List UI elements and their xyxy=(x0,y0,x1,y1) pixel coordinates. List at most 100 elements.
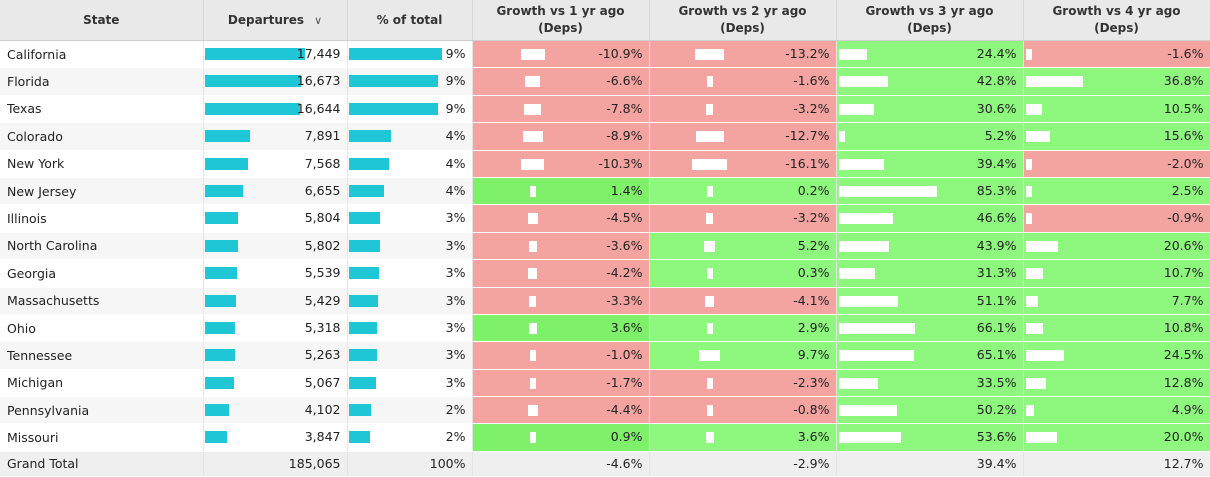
pct-bar xyxy=(348,321,377,334)
col-header-growth-1yr[interactable]: Growth vs 1 yr ago (Deps) xyxy=(472,0,650,41)
growth-3yr-cell: 5.2% xyxy=(836,122,1024,151)
departures-bar xyxy=(204,157,248,170)
table-row[interactable]: Ohio 5,318 3% 3.6% 2.9% 66.1% 10.8% xyxy=(0,314,1210,343)
growth-2yr-cell: 0.2% xyxy=(649,177,837,206)
state-cell[interactable]: Tennessee xyxy=(0,341,204,370)
growth-1yr-bar xyxy=(529,377,536,389)
grand-total-pct: 100% xyxy=(347,450,473,477)
growth-2yr-bar xyxy=(706,268,713,280)
state-cell[interactable]: New York xyxy=(0,150,204,178)
growth-4yr-cell: 36.8% xyxy=(1023,67,1210,96)
departures-bar-track xyxy=(204,130,347,143)
col-header-growth-3yr[interactable]: Growth vs 3 yr ago (Deps) xyxy=(836,0,1024,41)
growth-1yr-bar xyxy=(520,158,544,170)
growth-3yr-cell: 65.1% xyxy=(836,341,1024,370)
growth-1yr-bar xyxy=(529,432,536,444)
sort-chevron-down-icon[interactable]: ∨ xyxy=(314,13,323,27)
table-row[interactable]: North Carolina 5,802 3% -3.6% 5.2% 43.9% 20.6% xyxy=(0,232,1210,261)
departures-value: 6,655 xyxy=(304,182,341,198)
pct-bar xyxy=(348,184,384,197)
table-row[interactable]: Pennsylvania 4,102 2% -4.4% -0.8% 50.2% 4.9% xyxy=(0,396,1210,425)
growth-2yr-bar xyxy=(694,49,724,60)
growth-2yr-cell: -12.7% xyxy=(649,122,837,151)
state-cell[interactable]: Colorado xyxy=(0,122,204,151)
pct-bar xyxy=(348,431,370,444)
growth-4yr-cell: -2.0% xyxy=(1023,150,1210,178)
pct-bar xyxy=(348,157,389,170)
departures-cell: 5,804 xyxy=(203,204,348,233)
departures-cell: 5,318 xyxy=(203,314,348,343)
growth-2yr-cell: 5.2% xyxy=(649,232,837,261)
state-cell[interactable]: Illinois xyxy=(0,204,204,233)
pct-bar-track xyxy=(348,130,472,143)
state-cell[interactable]: Michigan xyxy=(0,369,204,398)
growth-1yr-bar xyxy=(524,76,540,88)
growth-3yr-bar xyxy=(838,268,875,280)
table-row[interactable]: Missouri 3,847 2% 0.9% 3.6% 53.6% 20.0% xyxy=(0,423,1210,452)
state-cell[interactable]: Pennsylvania xyxy=(0,396,204,425)
table-row[interactable]: Massachusetts 5,429 3% -3.3% -4.1% 51.1% 7.7% xyxy=(0,287,1210,315)
departures-bar-track xyxy=(204,157,347,170)
pct-total-cell: 3% xyxy=(347,369,473,398)
growth-4yr-value: 4.9% xyxy=(1171,402,1204,418)
growth-3yr-cell: 51.1% xyxy=(836,287,1024,315)
pct-total-value: 2% xyxy=(445,429,466,445)
growth-1yr-bar xyxy=(523,103,541,115)
table-row[interactable]: California 17,449 9% -10.9% -13.2% 24.4% -1.6% xyxy=(0,40,1210,69)
table-row[interactable]: Texas 16,644 9% -7.8% -3.2% 30.6% 10.5% xyxy=(0,95,1210,124)
state-cell[interactable]: Texas xyxy=(0,95,204,124)
growth-3yr-value: 50.2% xyxy=(976,402,1017,418)
departures-bar-track xyxy=(204,321,347,334)
col-header-state[interactable]: State xyxy=(0,0,204,41)
state-cell[interactable]: California xyxy=(0,40,204,69)
col-header-growth-4yr[interactable]: Growth vs 4 yr ago (Deps) xyxy=(1023,0,1210,41)
growth-1yr-value: -6.6% xyxy=(606,73,643,89)
growth-1yr-value: -4.5% xyxy=(606,210,643,226)
table-row[interactable]: Georgia 5,539 3% -4.2% 0.3% 31.3% 10.7% xyxy=(0,259,1210,288)
growth-4yr-subtitle: (Deps) xyxy=(1094,21,1139,35)
pct-bar xyxy=(348,267,379,280)
growth-1yr-value: -3.3% xyxy=(606,292,643,308)
state-cell[interactable]: North Carolina xyxy=(0,232,204,261)
table-row[interactable]: Illinois 5,804 3% -4.5% -3.2% 46.6% -0.9% xyxy=(0,204,1210,233)
table-row[interactable]: Colorado 7,891 4% -8.9% -12.7% 5.2% 15.6% xyxy=(0,122,1210,151)
grand-total-row: Grand Total 185,065 100% -4.6% -2.9% 39.… xyxy=(0,450,1210,477)
col-header-departures[interactable]: Departures ∨ xyxy=(203,0,348,41)
growth-3yr-bar xyxy=(838,131,845,143)
growth-1yr-value: -4.2% xyxy=(606,265,643,281)
departures-bar xyxy=(204,130,250,143)
departures-bar xyxy=(204,239,238,252)
state-cell[interactable]: Georgia xyxy=(0,259,204,288)
growth-3yr-cell: 43.9% xyxy=(836,232,1024,261)
grand-total-growth-1yr-value: -4.6% xyxy=(606,455,643,471)
growth-2yr-value: -1.6% xyxy=(793,73,830,89)
state-cell[interactable]: Missouri xyxy=(0,423,204,452)
pct-total-cell: 9% xyxy=(347,95,473,124)
growth-2yr-value: 5.2% xyxy=(797,237,830,253)
table-row[interactable]: Florida 16,673 9% -6.6% -1.6% 42.8% 36.8% xyxy=(0,67,1210,96)
growth-2yr-cell: -13.2% xyxy=(649,40,837,69)
growth-1yr-value: -1.7% xyxy=(606,374,643,390)
pct-bar xyxy=(348,404,371,417)
table-row[interactable]: Michigan 5,067 3% -1.7% -2.3% 33.5% 12.8% xyxy=(0,369,1210,398)
table-row[interactable]: Tennessee 5,263 3% -1.0% 9.7% 65.1% 24.5% xyxy=(0,341,1210,370)
growth-4yr-cell: 15.6% xyxy=(1023,122,1210,151)
pct-total-cell: 3% xyxy=(347,341,473,370)
growth-2yr-value: -16.1% xyxy=(785,155,830,171)
pct-bar xyxy=(348,376,376,389)
table-row[interactable]: New York 7,568 4% -10.3% -16.1% 39.4% -2.0% xyxy=(0,150,1210,178)
state-cell[interactable]: Florida xyxy=(0,67,204,96)
growth-3yr-title: Growth vs 3 yr ago xyxy=(865,4,994,18)
growth-1yr-bar xyxy=(522,131,543,143)
state-cell[interactable]: New Jersey xyxy=(0,177,204,206)
departures-bar xyxy=(204,321,235,334)
state-cell[interactable]: Ohio xyxy=(0,314,204,343)
growth-2yr-value: 9.7% xyxy=(797,347,830,363)
departures-cell: 3,847 xyxy=(203,423,348,452)
growth-1yr-cell: -3.3% xyxy=(472,287,650,315)
table-row[interactable]: New Jersey 6,655 4% 1.4% 0.2% 85.3% 2.5% xyxy=(0,177,1210,206)
growth-2yr-bar xyxy=(698,350,720,362)
col-header-growth-2yr[interactable]: Growth vs 2 yr ago (Deps) xyxy=(649,0,837,41)
state-cell[interactable]: Massachusetts xyxy=(0,287,204,315)
col-header-pct-total[interactable]: % of total xyxy=(347,0,473,41)
